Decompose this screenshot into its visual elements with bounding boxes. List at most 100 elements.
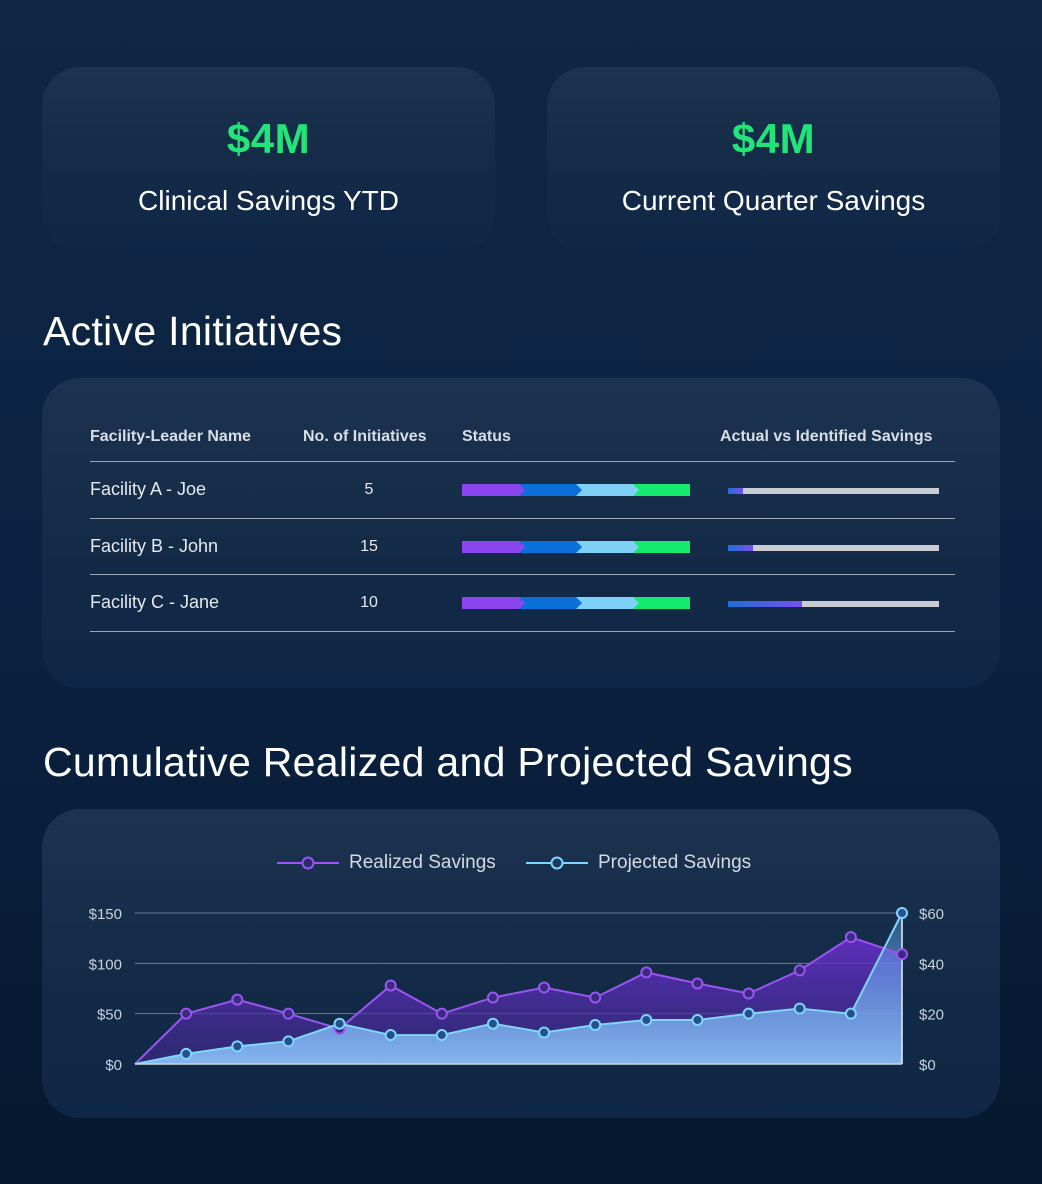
- realized-point: [538, 981, 551, 994]
- status-segment: [462, 541, 525, 553]
- status-arrow-icon: [633, 541, 639, 553]
- status-segment: [633, 541, 690, 553]
- projected-point: [180, 1047, 193, 1060]
- realized-point: [691, 977, 704, 990]
- savings-progress-fill: [728, 601, 802, 607]
- legend-item-projected[interactable]: Projected Savings: [526, 850, 751, 876]
- realized-point: [589, 991, 602, 1004]
- status-arrow-icon: [633, 484, 639, 496]
- realized-point: [844, 931, 857, 944]
- table-row[interactable]: Facility A - Joe 5: [90, 461, 955, 518]
- column-header: Facility-Leader Name: [90, 428, 251, 445]
- initiatives-table: Facility-Leader Name No. of Initiatives …: [42, 378, 1000, 688]
- projected-point: [844, 1007, 857, 1020]
- legend-label: Realized Savings: [349, 852, 496, 873]
- table-row[interactable]: Facility C - Jane 10: [90, 574, 955, 631]
- projected-point: [333, 1017, 346, 1030]
- realized-point: [640, 966, 653, 979]
- savings-progress-fill: [728, 545, 754, 551]
- projected-point: [589, 1018, 602, 1031]
- status-arrow-icon: [519, 484, 525, 496]
- section-title-initiatives: Active Initiatives: [43, 308, 343, 354]
- realized-line: [134, 936, 903, 1065]
- projected-point: [538, 1026, 551, 1039]
- projected-point: [742, 1007, 755, 1020]
- table-row[interactable]: Facility B - John 15: [90, 518, 955, 575]
- table-divider: [90, 631, 955, 632]
- savings-chart-card: Realized Savings Projected Savings $0 $50…: [42, 809, 1000, 1118]
- column-header: Status: [462, 428, 511, 445]
- projected-line: [134, 912, 903, 1065]
- status-arrow-icon: [633, 597, 639, 609]
- legend-marker-realized: [277, 856, 339, 870]
- savings-line-chart: $0 $50 $100 $150 $0 $20 $40 $60: [89, 906, 944, 1074]
- y-right-tick-label: $40: [919, 956, 944, 973]
- y-left-tick-label: $150: [89, 906, 122, 923]
- savings-progress: [728, 488, 939, 494]
- section-title-chart: Cumulative Realized and Projected Saving…: [43, 739, 853, 785]
- status-segment: [462, 484, 525, 496]
- status-segment: [576, 597, 639, 609]
- legend-marker-projected: [526, 856, 588, 870]
- status-bar: [462, 484, 690, 496]
- realized-point: [231, 993, 244, 1006]
- column-header: Actual vs Identified Savings: [720, 428, 933, 445]
- kpi-card-quarter: $4M Current Quarter Savings: [547, 67, 1000, 253]
- facility-name: Facility C - Jane: [90, 592, 220, 612]
- initiative-count: 5: [364, 481, 374, 498]
- projected-point: [793, 1002, 806, 1015]
- projected-point: [896, 907, 908, 919]
- legend-label: Projected Savings: [598, 852, 752, 873]
- realized-point: [384, 979, 397, 992]
- status-segment: [576, 484, 639, 496]
- projected-point: [640, 1013, 653, 1026]
- initiative-count: 10: [360, 594, 378, 611]
- projected-point: [282, 1035, 295, 1048]
- projected-point: [231, 1040, 244, 1053]
- status-segment: [462, 597, 525, 609]
- realized-point: [435, 1007, 448, 1020]
- status-segment: [633, 597, 690, 609]
- status-segment: [576, 541, 639, 553]
- realized-point: [486, 991, 499, 1004]
- status-segment: [633, 484, 690, 496]
- status-segment: [519, 597, 582, 609]
- y-right-tick-label: $0: [919, 1057, 936, 1074]
- kpi-label: Current Quarter Savings: [621, 185, 926, 216]
- realized-point: [896, 948, 908, 961]
- status-segment: [519, 484, 582, 496]
- kpi-label: Clinical Savings YTD: [138, 185, 399, 216]
- realized-point: [282, 1007, 295, 1020]
- status-bar: [462, 541, 690, 553]
- savings-progress: [728, 601, 939, 607]
- kpi-value: $4M: [731, 115, 816, 162]
- kpi-card-ytd: $4M Clinical Savings YTD: [42, 67, 495, 253]
- savings-progress: [728, 545, 939, 551]
- y-left-tick-label: $50: [97, 1007, 122, 1024]
- status-segment: [519, 541, 582, 553]
- legend-item-realized[interactable]: Realized Savings: [277, 850, 496, 876]
- status-arrow-icon: [576, 597, 582, 609]
- facility-name: Facility A - Joe: [90, 479, 207, 499]
- status-arrow-icon: [519, 541, 525, 553]
- projected-point: [486, 1017, 499, 1030]
- facility-name: Facility B - John: [90, 536, 219, 556]
- y-right-tick-label: $60: [919, 906, 944, 923]
- status-arrow-icon: [576, 484, 582, 496]
- projected-area: [135, 913, 902, 1064]
- realized-point: [742, 987, 755, 1000]
- projected-point: [691, 1013, 704, 1026]
- column-header: No. of Initiatives: [303, 428, 427, 445]
- status-arrow-icon: [519, 597, 525, 609]
- initiative-count: 15: [360, 538, 378, 555]
- y-right-tick-label: $20: [919, 1007, 944, 1024]
- savings-progress-fill: [728, 488, 743, 494]
- status-bar: [462, 597, 690, 609]
- status-arrow-icon: [576, 541, 582, 553]
- kpi-value: $4M: [226, 115, 311, 162]
- realized-point: [180, 1007, 193, 1020]
- projected-point: [435, 1029, 448, 1042]
- realized-point: [793, 964, 806, 977]
- chart-legend: Realized Savings Projected Savings: [42, 850, 1000, 876]
- y-left-tick-label: $100: [89, 956, 122, 973]
